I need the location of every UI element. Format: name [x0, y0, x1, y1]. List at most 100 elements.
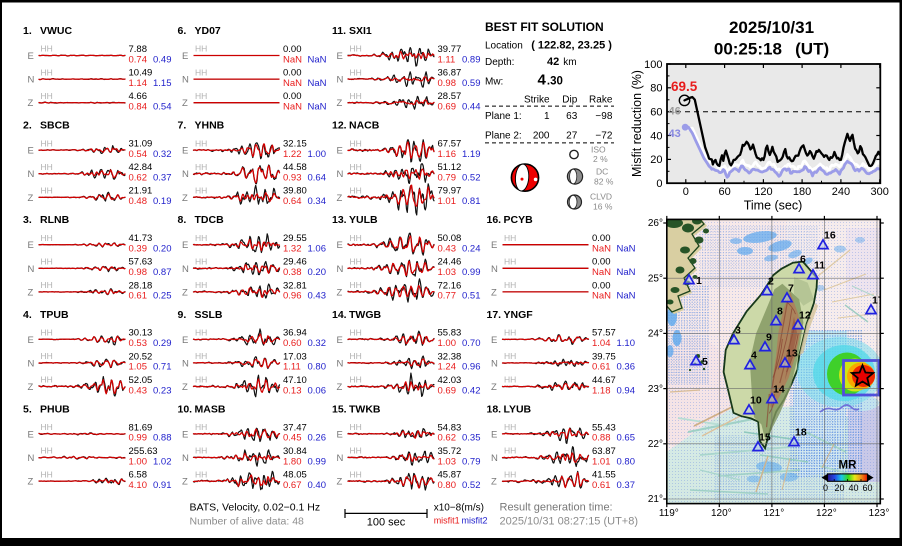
svg-text:HH: HH: [504, 257, 516, 267]
svg-text:12: 12: [799, 310, 811, 322]
svg-text:0.84: 0.84: [129, 102, 148, 113]
svg-text:HH: HH: [350, 186, 362, 196]
svg-text:14.: 14.: [332, 309, 347, 321]
svg-text:HH: HH: [41, 422, 53, 432]
svg-text:0.87: 0.87: [153, 267, 172, 278]
svg-text:HH: HH: [504, 469, 516, 479]
svg-text:63.87: 63.87: [592, 446, 616, 457]
svg-text:N: N: [182, 453, 189, 464]
svg-text:120: 120: [754, 186, 772, 198]
svg-text:81.69: 81.69: [129, 422, 153, 433]
svg-text:0.00: 0.00: [283, 91, 302, 102]
svg-text:misfit1: misfit1: [434, 516, 460, 526]
svg-text:1.00: 1.00: [129, 456, 148, 467]
svg-text:5: 5: [702, 356, 708, 368]
svg-text:HH: HH: [195, 44, 207, 54]
svg-text:HH: HH: [195, 233, 207, 243]
svg-text:0: 0: [823, 483, 828, 493]
svg-text:0.98: 0.98: [129, 267, 148, 278]
svg-text:16.: 16.: [487, 214, 502, 226]
svg-text:0.43: 0.43: [129, 385, 148, 396]
svg-text:0.54: 0.54: [153, 102, 172, 113]
svg-text:E: E: [28, 146, 34, 157]
svg-text:HH: HH: [195, 257, 207, 267]
svg-text:1.04: 1.04: [592, 338, 611, 349]
svg-text:12.: 12.: [332, 120, 347, 132]
svg-text:Z: Z: [28, 193, 34, 204]
svg-text:N: N: [491, 358, 498, 369]
svg-text:1.18: 1.18: [592, 385, 611, 396]
svg-text:22°: 22°: [648, 439, 663, 450]
svg-text:Dip: Dip: [562, 95, 577, 106]
svg-text:TWGB: TWGB: [349, 309, 381, 321]
svg-text:−98: −98: [595, 111, 612, 122]
svg-text:MR: MR: [839, 460, 858, 472]
svg-text:N: N: [182, 169, 189, 180]
svg-text:0.42: 0.42: [462, 385, 481, 396]
svg-text:0.89: 0.89: [462, 54, 481, 65]
svg-text:21.91: 21.91: [129, 186, 153, 197]
svg-text:0.39: 0.39: [129, 244, 148, 255]
svg-text:E: E: [337, 240, 343, 251]
svg-text:SXI1: SXI1: [349, 25, 372, 37]
svg-text:E: E: [491, 240, 497, 251]
svg-text:E: E: [337, 146, 343, 157]
svg-text:VWUC: VWUC: [40, 25, 72, 37]
svg-text:37.47: 37.47: [283, 422, 307, 433]
svg-text:0.79: 0.79: [462, 456, 481, 467]
svg-text:82 %: 82 %: [594, 177, 614, 187]
svg-text:0.80: 0.80: [308, 362, 327, 373]
svg-text:HH: HH: [504, 422, 516, 432]
svg-text:0: 0: [656, 178, 662, 190]
svg-text:0.59: 0.59: [462, 78, 481, 89]
svg-text:( 122.82, 23.25 ): ( 122.82, 23.25 ): [531, 40, 612, 52]
svg-text:HH: HH: [350, 44, 362, 54]
svg-text:YHNB: YHNB: [195, 120, 225, 132]
svg-text:0.38: 0.38: [283, 267, 302, 278]
svg-text:NaN: NaN: [308, 78, 327, 89]
svg-text:300: 300: [871, 186, 889, 198]
svg-text:Time (sec): Time (sec): [744, 199, 803, 213]
svg-text:1.06: 1.06: [308, 244, 327, 255]
svg-text:1.00: 1.00: [438, 338, 457, 349]
svg-text:0.91: 0.91: [153, 480, 172, 491]
svg-text:0.49: 0.49: [153, 54, 172, 65]
svg-text:0.23: 0.23: [153, 385, 172, 396]
svg-text:RLNB: RLNB: [40, 214, 70, 226]
svg-text:0.61: 0.61: [592, 480, 611, 491]
svg-text:1.02: 1.02: [153, 456, 172, 467]
svg-text:HH: HH: [504, 375, 516, 385]
svg-text:NACB: NACB: [349, 120, 380, 132]
svg-text:45.87: 45.87: [438, 470, 462, 481]
svg-text:80: 80: [650, 83, 662, 95]
svg-text:32.15: 32.15: [283, 139, 307, 150]
svg-text:35.72: 35.72: [438, 446, 462, 457]
svg-text:PHUB: PHUB: [40, 403, 70, 415]
svg-text:50.08: 50.08: [438, 233, 462, 244]
svg-text:20: 20: [834, 483, 844, 493]
svg-text:0.88: 0.88: [153, 433, 172, 444]
svg-text:60: 60: [650, 107, 662, 119]
svg-text:10: 10: [750, 395, 762, 407]
svg-text:E: E: [182, 146, 188, 157]
svg-text:1.05: 1.05: [129, 362, 148, 373]
svg-text:0.00: 0.00: [592, 233, 611, 244]
svg-text:E: E: [28, 335, 34, 346]
svg-text:8: 8: [777, 306, 783, 318]
svg-text:2.: 2.: [23, 120, 32, 132]
svg-text:ISO: ISO: [591, 145, 606, 155]
svg-text:0.06: 0.06: [308, 385, 327, 396]
svg-text:N: N: [182, 358, 189, 369]
svg-text:51.12: 51.12: [438, 162, 462, 173]
svg-text:2025/10/31: 2025/10/31: [729, 18, 814, 37]
svg-text:HH: HH: [350, 233, 362, 243]
svg-text:0.32: 0.32: [308, 338, 327, 349]
svg-text:15: 15: [759, 432, 771, 444]
svg-text:0.88: 0.88: [592, 433, 611, 444]
svg-text:Z: Z: [337, 477, 343, 488]
svg-text:−72: −72: [595, 131, 612, 142]
svg-text:MASB: MASB: [195, 403, 226, 415]
svg-text:0.96: 0.96: [462, 362, 481, 373]
svg-text:HH: HH: [350, 162, 362, 172]
svg-text:20: 20: [650, 154, 662, 166]
